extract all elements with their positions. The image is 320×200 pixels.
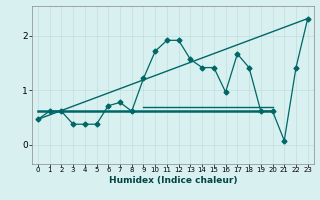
- X-axis label: Humidex (Indice chaleur): Humidex (Indice chaleur): [108, 176, 237, 185]
